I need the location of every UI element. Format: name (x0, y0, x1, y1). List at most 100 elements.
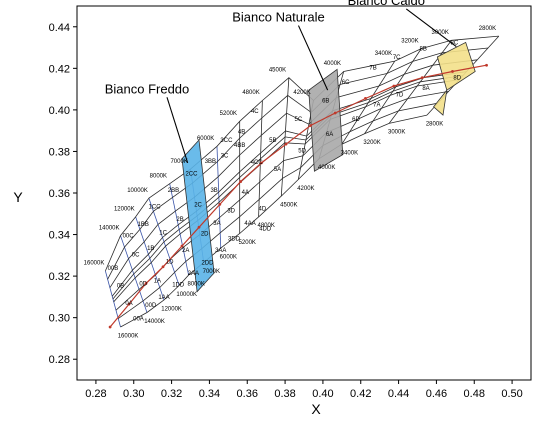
bin-label: 1A (154, 278, 161, 284)
bin-label: 2BB (168, 188, 179, 194)
isotherm-temp-label: 7000K (203, 269, 220, 275)
isotherm-temp-label: 4200K (293, 90, 310, 96)
bin-label: 7D (396, 92, 404, 98)
region-bianco-freddo (181, 139, 215, 293)
bin-label: 3AA (215, 248, 226, 254)
bin-label: 00D (145, 303, 157, 309)
bin-label: 3D (227, 209, 235, 215)
bin-label: 1CC (149, 205, 162, 211)
x-tick-label: 0.40 (312, 388, 333, 400)
isotherm-temp-label: 7000K (170, 159, 187, 165)
annotation-leader (166, 97, 189, 164)
x-tick-label: 0.32 (161, 388, 182, 400)
bin-label: 3B (210, 188, 217, 194)
bin-label: 5A (274, 167, 281, 173)
y-tick-label: 0.42 (49, 63, 70, 75)
bin-label: 1C (159, 230, 167, 236)
bin-label: 1BB (138, 222, 149, 228)
region-bianco-naturale (308, 68, 344, 172)
bin-label: 5B (269, 138, 276, 144)
bin-label: 0C (132, 252, 140, 258)
isotherm-temp-label: 4500K (280, 202, 297, 208)
isotherm-temp-label: 4800K (242, 90, 259, 96)
bin-label: 1AA (158, 295, 169, 301)
duv-line (111, 71, 467, 297)
bin-label: 2CC (185, 171, 198, 177)
x-tick-label: 0.46 (426, 388, 447, 400)
bin-label: 2D (201, 232, 209, 238)
bin-label: 8A (422, 86, 429, 92)
isotherm-temp-label: 4200K (297, 186, 314, 192)
y-axis-title: Y (13, 189, 23, 205)
bin-label: 2B (176, 217, 183, 223)
locus-point (309, 124, 313, 127)
y-tick-label: 0.38 (49, 146, 70, 158)
bin-label: 3CC (220, 138, 233, 144)
bin-label: 1DD (172, 282, 185, 288)
locus-point (239, 180, 243, 183)
isotherm-temp-label: 5200K (220, 111, 237, 117)
bin-label: 6C (342, 80, 350, 86)
annotation-label: Bianco Caldo (348, 0, 425, 8)
bin-label: 1B (147, 246, 154, 252)
locus-point (364, 97, 367, 100)
y-tick-label: 0.34 (49, 230, 70, 242)
isotherm-temp-label: 4500K (269, 67, 286, 73)
y-tick-label: 0.32 (49, 271, 70, 283)
bin-label: 4CC (251, 160, 264, 166)
x-tick-label: 0.42 (350, 388, 371, 400)
x-tick-label: 0.38 (274, 388, 295, 400)
isotherm-temp-label: 3200K (401, 38, 418, 44)
x-tick-label: 0.50 (501, 388, 522, 400)
bin-label: 0D (139, 281, 147, 287)
bin-labels: 00B 0B 0A 00A 00C 0C 0D 00D 1BB 1B 1A 1AA 1CC 1C 1D 1DD… (108, 40, 462, 322)
annotation-leader (405, 8, 457, 47)
isotherm-labels: 16000K 14000K 12000K 10000K 8000K 7000K 6000K 5… (84, 26, 496, 340)
locus-point (451, 70, 454, 73)
bin-label: 2C (194, 202, 202, 208)
isotherm-temp-label: 4000K (324, 61, 341, 67)
isotherm-temp-label: 10000K (127, 188, 148, 194)
isotherm-temp-label: 3400K (375, 51, 392, 57)
locus-point (392, 84, 396, 88)
locus-point (284, 142, 288, 146)
locus-point (420, 76, 424, 80)
bin-label: 8B (420, 47, 427, 53)
locus-point (197, 225, 201, 229)
locus-point (161, 265, 165, 269)
axes: 0.28 0.30 0.32 0.34 0.36 0.38 0.40 0.42 0.44 0.46… (49, 22, 523, 400)
bin-label: 5C (294, 117, 302, 123)
bin-label: 00A (133, 317, 144, 323)
bin-label: 6B (322, 99, 329, 105)
x-tick-label: 0.44 (388, 388, 409, 400)
bin-label: 4DD (259, 226, 272, 232)
bin-label: 3DD (228, 237, 241, 243)
bin-label: 4A (242, 190, 249, 196)
bin-label: 4B (238, 130, 245, 136)
x-tick-label: 0.48 (464, 388, 485, 400)
y-tick-label: 0.40 (49, 105, 70, 117)
duv-line (109, 59, 478, 288)
planckian-locus (108, 63, 488, 329)
y-tick-label: 0.28 (49, 354, 70, 366)
bin-label: 0B (117, 283, 124, 289)
highlighted-regions (181, 41, 476, 293)
bin-label: 2AA (188, 271, 199, 277)
isotherm-temp-label: 10000K (176, 292, 197, 298)
isotherm-temp-label: 3000K (388, 130, 405, 136)
isotherm-temp-label: 14000K (144, 319, 165, 325)
isotherm-temp-label: 8000K (150, 173, 167, 179)
bin-label: 2A (182, 248, 189, 254)
duv-line (105, 35, 499, 272)
isotherm-temp-label: 12000K (114, 207, 135, 213)
isotherm-temp-label: 14000K (99, 225, 120, 231)
locus-point (108, 325, 112, 329)
bin-label: 7B (369, 65, 376, 71)
bin-label: 6A (326, 132, 333, 138)
bin-label: 2DD (202, 261, 215, 267)
isotherm-temp-label: 5200K (239, 240, 256, 246)
x-tick-label: 0.36 (237, 388, 258, 400)
isotherm-temp-label: 4800K (257, 223, 274, 229)
isotherm-temp-label: 4000K (318, 165, 335, 171)
